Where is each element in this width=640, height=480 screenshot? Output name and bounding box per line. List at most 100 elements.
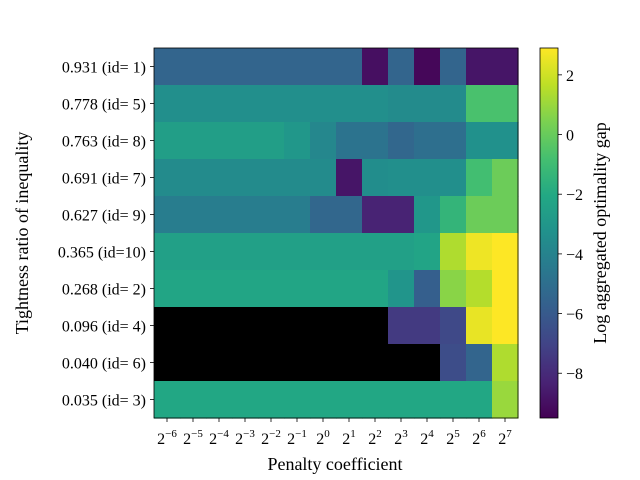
heatmap-cell bbox=[440, 85, 467, 123]
heatmap-cell bbox=[336, 270, 363, 308]
heatmap-cell bbox=[466, 48, 493, 86]
heatmap-cell bbox=[154, 196, 181, 234]
heatmap-cell bbox=[466, 344, 493, 382]
colorbar-tick-label: −2 bbox=[566, 187, 583, 204]
heatmap-cell bbox=[492, 270, 519, 308]
y-tick-label: 0.763 (id= 8) bbox=[62, 134, 146, 151]
colorbar-tick-label: 2 bbox=[566, 68, 574, 85]
heatmap-cell bbox=[232, 381, 259, 419]
heatmap-cell bbox=[310, 48, 337, 86]
heatmap-cell bbox=[232, 307, 259, 345]
heatmap-cell bbox=[284, 196, 311, 234]
x-tick-label: 23 bbox=[394, 428, 408, 448]
heatmap-cell bbox=[492, 307, 519, 345]
heatmap-cell bbox=[206, 85, 233, 123]
heatmap-cell bbox=[336, 196, 363, 234]
x-tick-label: 2−3 bbox=[235, 428, 255, 448]
heatmap-cell bbox=[466, 233, 493, 271]
heatmap-cell bbox=[258, 48, 285, 86]
heatmap-cell bbox=[284, 122, 311, 160]
y-tick-label: 0.627 (id= 9) bbox=[62, 208, 146, 225]
heatmap-cell bbox=[388, 196, 415, 234]
heatmap-cell bbox=[258, 85, 285, 123]
heatmap-cell bbox=[388, 270, 415, 308]
heatmap-cell bbox=[180, 196, 207, 234]
heatmap-cell bbox=[180, 307, 207, 345]
heatmap-cell bbox=[362, 196, 389, 234]
colorbar-tick-label: −6 bbox=[566, 307, 583, 324]
heatmap-cell bbox=[154, 233, 181, 271]
heatmap-cell bbox=[414, 344, 441, 382]
heatmap-cell bbox=[492, 85, 519, 123]
heatmap-cell bbox=[310, 270, 337, 308]
heatmap-cell bbox=[232, 122, 259, 160]
heatmap-cell bbox=[310, 344, 337, 382]
heatmap-cell bbox=[388, 122, 415, 160]
heatmap-cell bbox=[388, 344, 415, 382]
x-tick-label: 2−2 bbox=[261, 428, 281, 448]
heatmap-cell bbox=[154, 344, 181, 382]
y-axis: 0.931 (id= 1) 0.778 (id= 5) 0.763 (id= 8) 0… bbox=[58, 60, 154, 410]
heatmap-cell bbox=[310, 85, 337, 123]
heatmap-cell bbox=[284, 381, 311, 419]
heatmap-cell bbox=[154, 159, 181, 197]
heatmap-cell bbox=[258, 233, 285, 271]
colorbar-tick-label: −8 bbox=[566, 366, 583, 383]
heatmap-cell bbox=[414, 159, 441, 197]
heatmap-cell bbox=[180, 381, 207, 419]
x-axis-label: Penalty coefficient bbox=[267, 454, 402, 474]
heatmap-cell bbox=[362, 159, 389, 197]
heatmap-cell bbox=[466, 159, 493, 197]
heatmap-cell bbox=[180, 270, 207, 308]
heatmap-cell bbox=[336, 48, 363, 86]
heatmap-cell bbox=[258, 122, 285, 160]
heatmap-cell bbox=[232, 159, 259, 197]
heatmap-cell bbox=[388, 233, 415, 271]
heatmap-cell bbox=[388, 159, 415, 197]
heatmap-cell bbox=[414, 85, 441, 123]
colorbar-label: Log aggregated optimality gap bbox=[590, 122, 610, 343]
heatmap-cell bbox=[362, 344, 389, 382]
y-tick-label: 0.040 (id= 6) bbox=[62, 356, 146, 373]
heatmap-cell bbox=[206, 159, 233, 197]
x-tick-label: 20 bbox=[316, 428, 330, 448]
heatmap-cell bbox=[258, 344, 285, 382]
heatmap-cell bbox=[336, 233, 363, 271]
heatmap-cell bbox=[440, 159, 467, 197]
x-tick-label: 2−4 bbox=[209, 428, 229, 448]
heatmap-cell bbox=[414, 48, 441, 86]
heatmap-cell bbox=[414, 307, 441, 345]
heatmap-cell bbox=[232, 196, 259, 234]
heatmap-cell bbox=[154, 307, 181, 345]
heatmap-cell bbox=[362, 270, 389, 308]
heatmap-cell bbox=[492, 159, 519, 197]
heatmap-cell bbox=[232, 344, 259, 382]
y-tick-label: 0.035 (id= 3) bbox=[62, 393, 146, 410]
heatmap-cell bbox=[310, 196, 337, 234]
heatmap-cell bbox=[466, 122, 493, 160]
heatmap-cell bbox=[362, 381, 389, 419]
heatmap-cell bbox=[440, 381, 467, 419]
heatmap-cell bbox=[492, 48, 519, 86]
heatmap-cells bbox=[153, 47, 519, 419]
heatmap-cell bbox=[336, 159, 363, 197]
heatmap-cell bbox=[362, 85, 389, 123]
x-tick-label: 26 bbox=[472, 428, 486, 448]
heatmap-cell bbox=[154, 381, 181, 419]
heatmap-cell bbox=[206, 381, 233, 419]
heatmap-cell bbox=[180, 233, 207, 271]
heatmap-cell bbox=[310, 122, 337, 160]
heatmap-cell bbox=[362, 307, 389, 345]
heatmap-cell bbox=[310, 159, 337, 197]
heatmap-cell bbox=[284, 159, 311, 197]
y-tick-label: 0.778 (id= 5) bbox=[62, 97, 146, 114]
heatmap-cell bbox=[414, 270, 441, 308]
x-axis: 2−6 2−5 2−4 2−3 2−2 2−1 20 21 22 23 24 25 26 27 bbox=[157, 418, 512, 448]
heatmap-cell bbox=[440, 307, 467, 345]
colorbar-tick-label: −4 bbox=[566, 247, 583, 264]
heatmap-cell bbox=[336, 85, 363, 123]
heatmap-cell bbox=[180, 159, 207, 197]
heatmap-cell bbox=[180, 344, 207, 382]
heatmap-cell bbox=[232, 85, 259, 123]
heatmap-cell bbox=[258, 307, 285, 345]
